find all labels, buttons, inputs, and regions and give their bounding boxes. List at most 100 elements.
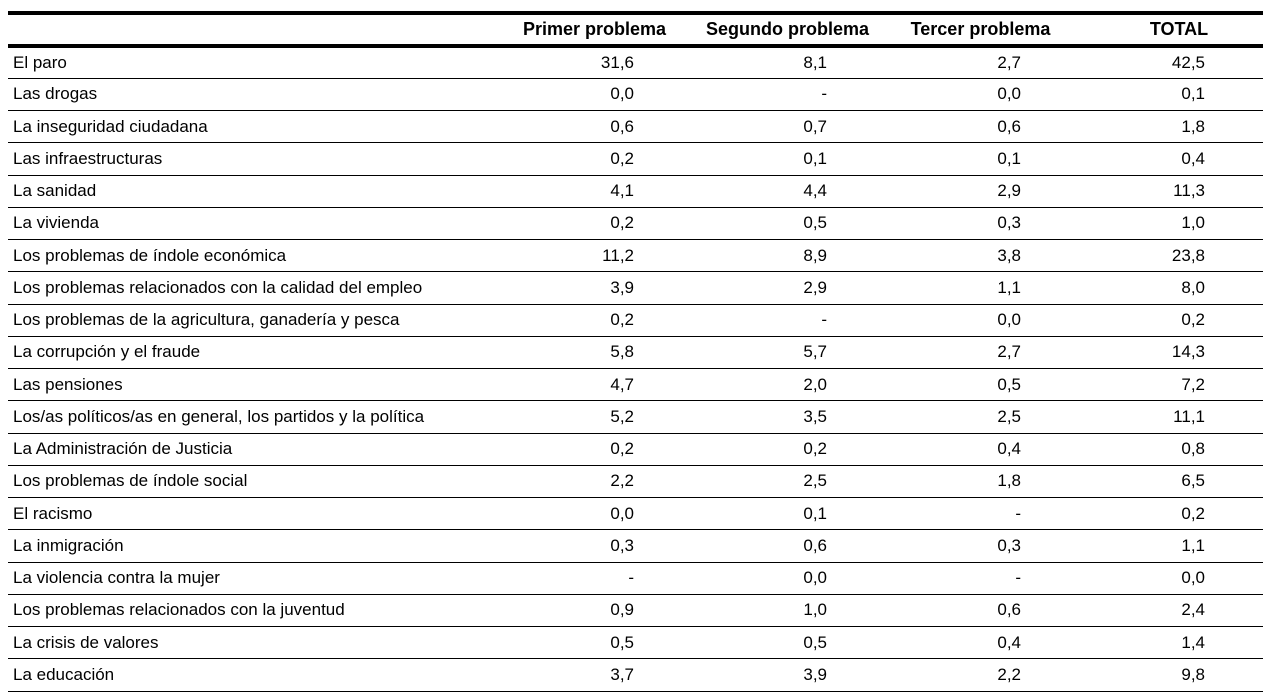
cell-segundo-problema: 0,0 xyxy=(691,562,884,595)
row-label: Las drogas xyxy=(8,78,498,112)
cell-segundo-problema: 2,5 xyxy=(691,465,884,499)
row-label: Las pensiones xyxy=(8,368,498,402)
row-label: Las infraestructuras xyxy=(8,142,498,176)
cell-segundo-problema: 0,5 xyxy=(691,626,884,660)
header-total: TOTAL xyxy=(1077,11,1263,48)
row-label: Los problemas de la agricultura, ganader… xyxy=(8,304,498,337)
table-row: Los problemas de índole social 2,2 2,5 1,8 6… xyxy=(8,465,1263,499)
cell-total: 9,8 xyxy=(1077,658,1263,692)
table-row: Los problemas de la agricultura, ganader… xyxy=(8,304,1263,337)
cell-primer-problema: 0,0 xyxy=(498,497,691,531)
table-row: La inseguridad ciudadana 0,6 0,7 0,6 1,8 xyxy=(8,110,1263,144)
cell-segundo-problema: 2,0 xyxy=(691,368,884,402)
row-label: La inseguridad ciudadana xyxy=(8,110,498,144)
cell-primer-problema: 0,3 xyxy=(498,529,691,563)
table-row: El racismo 0,0 0,1-0,2 xyxy=(8,497,1263,531)
cell-total: 1,8 xyxy=(1077,110,1263,144)
cell-total: 1,4 xyxy=(1077,626,1263,660)
row-label: La Administración de Justicia xyxy=(8,433,498,466)
cell-primer-problema: 31,6 xyxy=(498,46,691,79)
row-label: Los problemas de índole económica xyxy=(8,239,498,273)
cell-segundo-problema: 3,5 xyxy=(691,400,884,434)
cell-total: 8,0 xyxy=(1077,271,1263,305)
table-row: La corrupción y el fraude 5,8 5,7 2,7 14,3 xyxy=(8,336,1263,370)
cell-primer-problema: 0,2 xyxy=(498,207,691,241)
problems-table: Primer problema Segundo problema Tercer … xyxy=(8,11,1263,692)
table-row: Las pensiones 4,7 2,0 0,5 7,2 xyxy=(8,368,1263,402)
table-row: Los problemas relacionados con la calida… xyxy=(8,271,1263,305)
cell-total: 42,5 xyxy=(1077,46,1263,79)
row-label: Los problemas relacionados con la juvent… xyxy=(8,594,498,628)
cell-primer-problema: - xyxy=(498,562,691,595)
cell-total: 23,8 xyxy=(1077,239,1263,273)
cell-tercer-problema: 0,4 xyxy=(884,626,1077,660)
table-row: La crisis de valores 0,5 0,5 0,4 1,4 xyxy=(8,626,1263,660)
cell-segundo-problema: 4,4 xyxy=(691,175,884,208)
row-label: La inmigración xyxy=(8,529,498,563)
cell-segundo-problema: 5,7 xyxy=(691,336,884,370)
cell-total: 11,1 xyxy=(1077,400,1263,434)
cell-primer-problema: 4,7 xyxy=(498,368,691,402)
table-row: Las drogas 0,0-0,0 0,1 xyxy=(8,78,1263,112)
cell-tercer-problema: 0,1 xyxy=(884,142,1077,176)
row-label: La violencia contra la mujer xyxy=(8,562,498,595)
cell-tercer-problema: - xyxy=(884,562,1077,595)
table-row: Las infraestructuras 0,2 0,1 0,1 0,4 xyxy=(8,142,1263,176)
row-label: La corrupción y el fraude xyxy=(8,336,498,370)
cell-total: 11,3 xyxy=(1077,175,1263,208)
table-row: Los problemas relacionados con la juvent… xyxy=(8,594,1263,628)
header-tercer-problema: Tercer problema xyxy=(884,11,1077,48)
cell-segundo-problema: 0,1 xyxy=(691,497,884,531)
cell-tercer-problema: 0,3 xyxy=(884,207,1077,241)
cell-segundo-problema: 8,1 xyxy=(691,46,884,79)
cell-segundo-problema: - xyxy=(691,78,884,112)
cell-segundo-problema: 8,9 xyxy=(691,239,884,273)
cell-primer-problema: 2,2 xyxy=(498,465,691,499)
cell-tercer-problema: 0,5 xyxy=(884,368,1077,402)
table-row: El paro 31,6 8,1 2,7 42,5 xyxy=(8,46,1263,79)
cell-total: 1,0 xyxy=(1077,207,1263,241)
table-body: El paro 31,6 8,1 2,7 42,5 Las drogas 0,0-0,0 0,… xyxy=(8,46,1263,692)
cell-segundo-problema: - xyxy=(691,304,884,337)
cell-primer-problema: 0,5 xyxy=(498,626,691,660)
cell-total: 1,1 xyxy=(1077,529,1263,563)
table-row: La inmigración 0,3 0,6 0,3 1,1 xyxy=(8,529,1263,563)
cell-total: 0,0 xyxy=(1077,562,1263,595)
cell-tercer-problema: 0,6 xyxy=(884,594,1077,628)
row-label: La vivienda xyxy=(8,207,498,241)
header-primer-problema: Primer problema xyxy=(498,11,691,48)
cell-primer-problema: 0,2 xyxy=(498,304,691,337)
header-segundo-problema: Segundo problema xyxy=(691,11,884,48)
cell-primer-problema: 0,6 xyxy=(498,110,691,144)
cell-tercer-problema: 0,0 xyxy=(884,78,1077,112)
cell-tercer-problema: 2,2 xyxy=(884,658,1077,692)
cell-total: 2,4 xyxy=(1077,594,1263,628)
cell-primer-problema: 0,2 xyxy=(498,142,691,176)
cell-tercer-problema: 1,1 xyxy=(884,271,1077,305)
cell-tercer-problema: 0,3 xyxy=(884,529,1077,563)
row-label: Los problemas relacionados con la calida… xyxy=(8,271,498,305)
cell-segundo-problema: 2,9 xyxy=(691,271,884,305)
cell-tercer-problema: - xyxy=(884,497,1077,531)
table-row: Los problemas de índole económica 11,2 8,9… xyxy=(8,239,1263,273)
problems-table-container: Primer problema Segundo problema Tercer … xyxy=(8,11,1263,692)
row-label: La crisis de valores xyxy=(8,626,498,660)
cell-total: 6,5 xyxy=(1077,465,1263,499)
table-row: La vivienda 0,2 0,5 0,3 1,0 xyxy=(8,207,1263,241)
cell-segundo-problema: 0,2 xyxy=(691,433,884,466)
cell-tercer-problema: 2,9 xyxy=(884,175,1077,208)
table-row: La violencia contra la mujer -0,0-0,0 xyxy=(8,562,1263,595)
cell-segundo-problema: 3,9 xyxy=(691,658,884,692)
cell-total: 0,1 xyxy=(1077,78,1263,112)
header-label xyxy=(8,11,498,48)
cell-segundo-problema: 0,6 xyxy=(691,529,884,563)
row-label: Los/as políticos/as en general, los part… xyxy=(8,400,498,434)
row-label: Los problemas de índole social xyxy=(8,465,498,499)
cell-total: 0,2 xyxy=(1077,304,1263,337)
cell-tercer-problema: 2,5 xyxy=(884,400,1077,434)
cell-total: 14,3 xyxy=(1077,336,1263,370)
header-row: Primer problema Segundo problema Tercer … xyxy=(8,11,1263,48)
cell-tercer-problema: 2,7 xyxy=(884,336,1077,370)
cell-primer-problema: 5,2 xyxy=(498,400,691,434)
cell-tercer-problema: 0,4 xyxy=(884,433,1077,466)
